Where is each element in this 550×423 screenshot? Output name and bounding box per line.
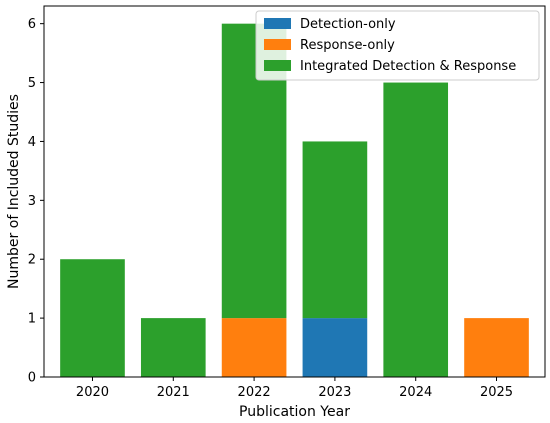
y-tick-label: 1 xyxy=(28,312,36,327)
legend: Detection-only Response-only Integrated De… xyxy=(255,10,540,81)
x-tick-label: 2024 xyxy=(399,385,432,400)
y-tick-label: 3 xyxy=(28,194,36,209)
legend-label: Detection-only xyxy=(300,17,396,32)
bar-2025-response-only xyxy=(464,318,529,377)
x-tick-label: 2025 xyxy=(480,385,513,400)
x-tick-label: 2023 xyxy=(318,385,351,400)
bar-2023-detection-only xyxy=(302,318,368,377)
legend-swatch xyxy=(264,60,291,71)
y-tick-label: 5 xyxy=(28,76,36,91)
y-tick-label: 2 xyxy=(28,253,36,268)
y-axis-ticks: 0 1 2 3 4 5 6 xyxy=(28,17,44,386)
legend-label: Response-only xyxy=(300,38,395,53)
x-axis-label: Publication Year xyxy=(239,404,350,420)
x-axis-ticks: 2020 2021 2022 2023 2024 2025 xyxy=(76,377,513,400)
bar-2021-integrated-detection-response xyxy=(140,318,206,377)
bar-2024-integrated-detection-response xyxy=(383,82,449,378)
y-tick-label: 6 xyxy=(28,17,36,32)
legend-label: Integrated Detection & Response xyxy=(300,59,516,74)
legend-swatch xyxy=(264,39,291,50)
y-tick-label: 4 xyxy=(28,135,36,150)
bar-2022-response-only xyxy=(221,318,287,377)
plot-frame xyxy=(43,5,546,378)
bar-2020-integrated-detection-response xyxy=(60,259,125,377)
y-tick-label: 0 xyxy=(28,371,36,386)
bar-2023-integrated-detection-response xyxy=(302,141,368,319)
x-tick-label: 2020 xyxy=(76,385,109,400)
y-axis-label: Number of Included Studies xyxy=(6,94,22,289)
x-tick-label: 2021 xyxy=(157,385,190,400)
legend-swatch xyxy=(264,18,291,29)
x-tick-label: 2022 xyxy=(238,385,271,400)
legend-box xyxy=(255,10,540,81)
